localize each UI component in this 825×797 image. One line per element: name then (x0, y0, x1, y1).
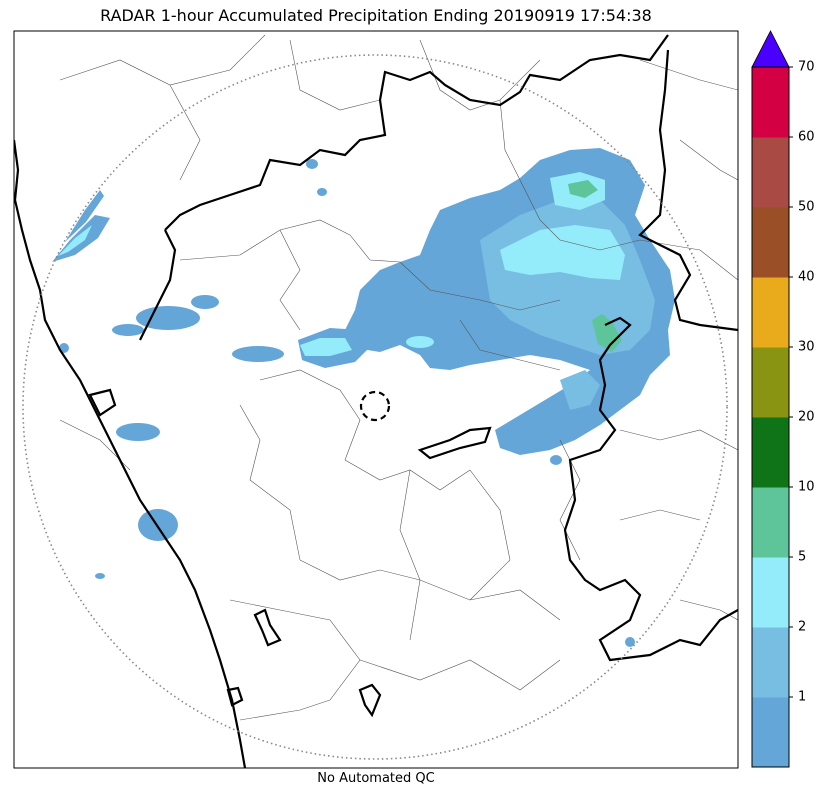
colorbar-segment (752, 277, 789, 348)
precip-coast-upper (65, 190, 104, 242)
precip-cell-5 (116, 423, 160, 441)
precipitation-layer (52, 148, 675, 647)
qc-footer-note: No Automated QC (317, 771, 435, 786)
precip-cell-11 (625, 637, 635, 647)
precip-cell-9 (95, 573, 105, 579)
state-border-west (139, 229, 177, 341)
precip-light-blue-south (560, 370, 600, 410)
enclave-coast-2 (226, 686, 244, 707)
state-border-east (638, 49, 738, 332)
colorbar-tick-label: 20 (798, 409, 815, 425)
state-boundaries (14, 34, 738, 768)
precip-green-east (592, 314, 622, 352)
colorbar-segment (752, 627, 789, 698)
precip-cell-12 (550, 455, 562, 465)
enclave-east (417, 426, 492, 460)
colorbar-tick-label: 1 (798, 689, 807, 705)
precip-cell-7 (306, 159, 318, 169)
colorbar-extend-arrow (751, 30, 790, 68)
enclave-south-1 (253, 608, 282, 647)
precip-cell-1 (136, 306, 200, 330)
coastline (14, 139, 247, 768)
colorbar-tick-label: 10 (798, 479, 815, 495)
state-border-north (164, 34, 669, 231)
colorbar-segment (752, 697, 789, 768)
precip-coast-streak-cyan (58, 225, 92, 256)
colorbar-frame (751, 66, 790, 768)
colorbar-segment (752, 67, 789, 138)
colorbar-segment (752, 347, 789, 418)
precip-cyan (500, 225, 625, 280)
map-frame (13, 30, 739, 769)
colorbar-tick-label: 30 (798, 339, 815, 355)
colorbar-segment (752, 137, 789, 208)
precip-green-north (568, 180, 598, 198)
enclave-south-2 (358, 683, 382, 718)
colorbar-tick-label: 40 (798, 269, 815, 285)
colorbar-tick-label: 5 (798, 549, 807, 565)
colorbar-tick-label: 2 (798, 619, 807, 635)
precip-cell-4 (232, 346, 284, 362)
radar-site-marker (359, 390, 391, 422)
map-title: RADAR 1-hour Accumulated Precipitation E… (100, 6, 652, 25)
radar-range-ring (22, 54, 728, 760)
colorbar-segment (752, 207, 789, 278)
state-border-inner (563, 316, 738, 662)
precip-cell-2 (112, 324, 144, 336)
district-boundaries (59, 34, 738, 721)
precip-west-cyan (300, 338, 352, 356)
colorbar-segment (752, 487, 789, 558)
colorbar-tick-label: 70 (798, 59, 815, 75)
enclave-coast (88, 388, 117, 417)
colorbar-tick-label: 60 (798, 129, 815, 145)
colorbar-segment (752, 417, 789, 488)
colorbar-tick-label: 50 (798, 199, 815, 215)
precip-cell-8 (317, 188, 327, 196)
colorbar-segment (752, 557, 789, 628)
precip-cell-13 (406, 336, 434, 348)
precip-cell-3 (191, 295, 219, 309)
precip-cell-6 (138, 509, 178, 541)
